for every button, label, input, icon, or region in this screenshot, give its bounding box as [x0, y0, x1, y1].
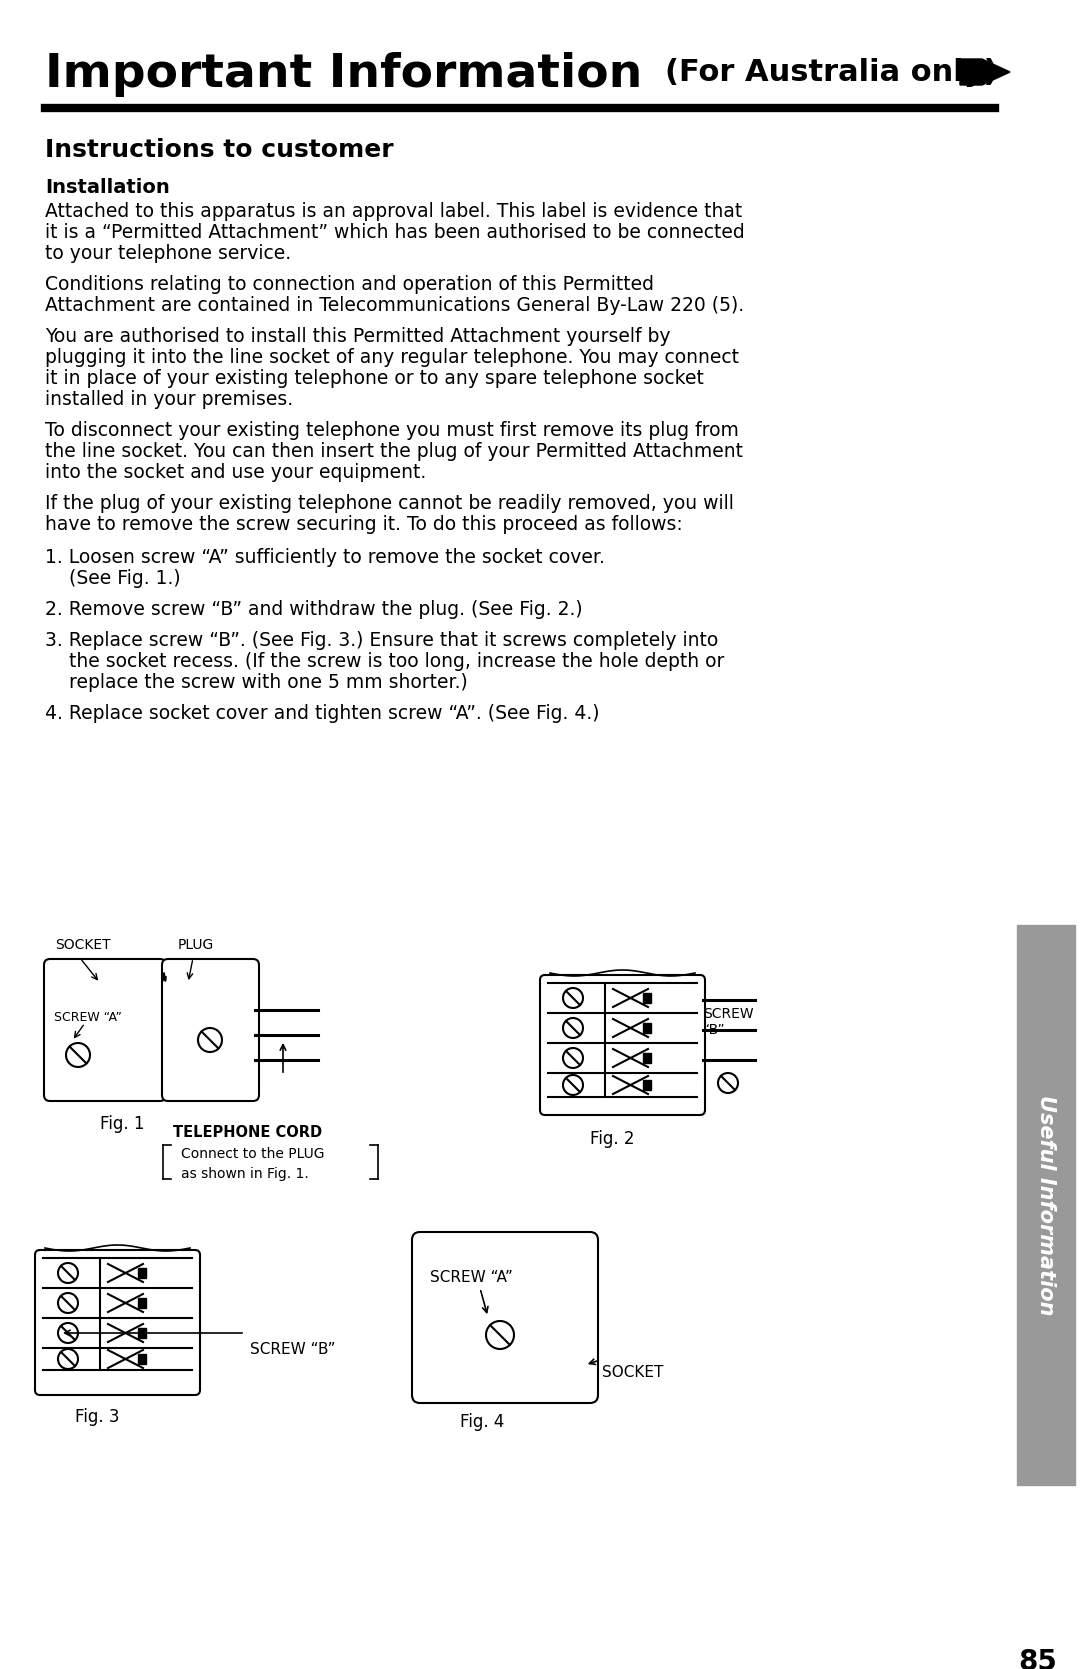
Bar	[138, 1329, 146, 1339]
Text: PLUG: PLUG	[178, 938, 214, 951]
Text: 3. Replace screw “B”. (See Fig. 3.) Ensure that it screws completely into: 3. Replace screw “B”. (See Fig. 3.) Ensu…	[45, 631, 718, 649]
Text: (For Australia only): (For Australia only)	[665, 58, 998, 87]
Bar	[1017, 925, 1075, 1485]
Text: You are authorised to install this Permitted Attachment yourself by: You are authorised to install this Permi…	[45, 327, 671, 345]
Text: it in place of your existing telephone or to any spare telephone socket: it in place of your existing telephone o…	[45, 369, 704, 387]
Text: Fig. 4: Fig. 4	[460, 1414, 504, 1430]
Text: installed in your premises.: installed in your premises.	[45, 391, 293, 409]
Text: Useful Information: Useful Information	[1036, 1095, 1056, 1315]
FancyBboxPatch shape	[35, 1250, 200, 1395]
Text: Fig. 2: Fig. 2	[590, 1130, 635, 1148]
Text: Connect to the PLUG: Connect to the PLUG	[181, 1147, 324, 1162]
Text: SCREW “B”: SCREW “B”	[249, 1342, 336, 1357]
Text: 85: 85	[1018, 1647, 1057, 1669]
FancyArrow shape	[960, 58, 1010, 85]
Text: to your telephone service.: to your telephone service.	[45, 244, 292, 264]
Text: 4. Replace socket cover and tighten screw “A”. (See Fig. 4.): 4. Replace socket cover and tighten scre…	[45, 704, 599, 723]
Text: Installation: Installation	[45, 179, 170, 197]
FancyBboxPatch shape	[540, 975, 705, 1115]
Bar	[643, 993, 651, 1003]
Text: plugging it into the line socket of any regular telephone. You may connect: plugging it into the line socket of any …	[45, 349, 739, 367]
Text: SOCKET: SOCKET	[55, 938, 110, 951]
Text: Fig. 3: Fig. 3	[75, 1409, 120, 1425]
Text: the socket recess. (If the screw is too long, increase the hole depth or: the socket recess. (If the screw is too …	[45, 653, 725, 671]
Text: Important Information: Important Information	[45, 52, 643, 97]
Text: (See Fig. 1.): (See Fig. 1.)	[45, 569, 180, 587]
Bar	[643, 1080, 651, 1090]
Text: TELEPHONE CORD: TELEPHONE CORD	[173, 1125, 322, 1140]
Text: Instructions to customer: Instructions to customer	[45, 139, 393, 162]
Text: 2. Remove screw “B” and withdraw the plug. (See Fig. 2.): 2. Remove screw “B” and withdraw the plu…	[45, 599, 582, 619]
Text: Fig. 1: Fig. 1	[100, 1115, 145, 1133]
Bar	[138, 1268, 146, 1278]
Text: Attachment are contained in Telecommunications General By-Law 220 (5).: Attachment are contained in Telecommunic…	[45, 295, 744, 315]
Text: replace the screw with one 5 mm shorter.): replace the screw with one 5 mm shorter.…	[45, 673, 468, 693]
Text: SCREW
“B”: SCREW “B”	[703, 1006, 754, 1036]
Bar	[138, 1298, 146, 1308]
Text: If the plug of your existing telephone cannot be readily removed, you will: If the plug of your existing telephone c…	[45, 494, 734, 512]
Bar	[643, 1023, 651, 1033]
Text: SCREW “A”: SCREW “A”	[54, 1011, 122, 1025]
FancyBboxPatch shape	[162, 960, 259, 1102]
Bar	[138, 1354, 146, 1364]
Text: as shown in Fig. 1.: as shown in Fig. 1.	[181, 1167, 309, 1182]
Bar	[643, 1053, 651, 1063]
Text: To disconnect your existing telephone you must first remove its plug from: To disconnect your existing telephone yo…	[45, 421, 739, 441]
FancyBboxPatch shape	[411, 1232, 598, 1404]
Text: Conditions relating to connection and operation of this Permitted: Conditions relating to connection and op…	[45, 275, 654, 294]
Text: into the socket and use your equipment.: into the socket and use your equipment.	[45, 462, 427, 482]
Text: have to remove the screw securing it. To do this proceed as follows:: have to remove the screw securing it. To…	[45, 516, 683, 534]
Text: it is a “Permitted Attachment” which has been authorised to be connected: it is a “Permitted Attachment” which has…	[45, 224, 745, 242]
Text: SCREW “A”: SCREW “A”	[430, 1270, 513, 1285]
FancyBboxPatch shape	[44, 960, 166, 1102]
Text: the line socket. You can then insert the plug of your Permitted Attachment: the line socket. You can then insert the…	[45, 442, 743, 461]
Text: SOCKET: SOCKET	[602, 1365, 663, 1380]
Text: Attached to this apparatus is an approval label. This label is evidence that: Attached to this apparatus is an approva…	[45, 202, 742, 220]
Text: 1. Loosen screw “A” sufficiently to remove the socket cover.: 1. Loosen screw “A” sufficiently to remo…	[45, 547, 605, 567]
